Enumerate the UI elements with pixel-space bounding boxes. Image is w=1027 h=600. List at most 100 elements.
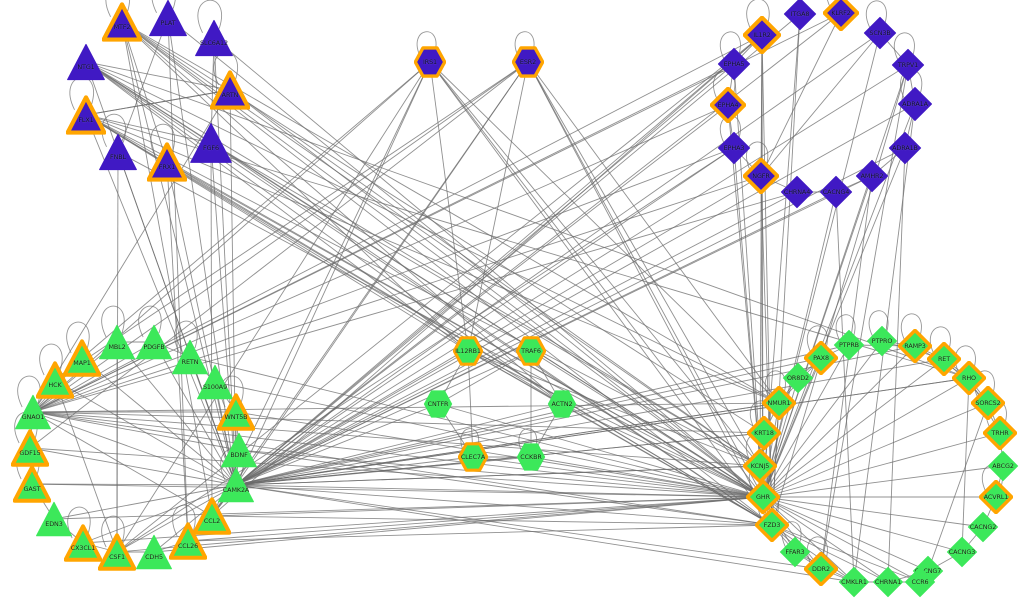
self-loop-edge xyxy=(868,310,889,338)
node-itga8[interactable]: ITGA8 xyxy=(783,0,817,31)
node-kcnj5[interactable]: KCNJ5 xyxy=(743,449,777,483)
self-loop-edge xyxy=(39,343,63,376)
node-cacng3[interactable]: CACNG3 xyxy=(946,536,978,568)
diamond-shape-icon xyxy=(823,0,859,31)
diamond-shape-icon xyxy=(780,175,814,209)
edge xyxy=(121,21,469,352)
self-loop-edge xyxy=(764,370,786,399)
edge xyxy=(121,21,563,405)
node-krt18[interactable]: KRT18 xyxy=(747,416,781,450)
node-fgf6[interactable]: FGF6 xyxy=(189,121,233,165)
node-mtf2[interactable]: MTF2 xyxy=(102,2,142,42)
diamond-shape-icon xyxy=(872,566,904,598)
node-sorcs2[interactable]: SORCS2 xyxy=(971,386,1005,420)
diamond-shape-icon xyxy=(779,536,811,568)
node-scn3b[interactable]: SCN3B xyxy=(863,16,897,50)
node-cx3cl1[interactable]: CX3CL1 xyxy=(64,524,102,562)
node-flx1[interactable]: FLX1 xyxy=(66,95,106,135)
node-cckbr[interactable]: CCKBR xyxy=(516,442,546,472)
edge xyxy=(32,411,213,517)
edge xyxy=(760,32,881,177)
edge xyxy=(235,12,842,486)
node-chrna1[interactable]: CHRNA1 xyxy=(872,566,904,598)
hexagon-shape-icon xyxy=(516,443,546,471)
edge xyxy=(32,191,798,413)
node-frx1[interactable]: FRX1 xyxy=(147,142,187,182)
node-amhr2[interactable]: AMHR2 xyxy=(855,159,889,193)
node-ntg1[interactable]: NTG1 xyxy=(66,42,106,82)
triangle-shape-icon xyxy=(15,394,51,430)
triangle-shape-icon xyxy=(190,123,232,163)
node-nmur1[interactable]: NMUR1 xyxy=(762,386,796,420)
node-gnao1[interactable]: GNAO1 xyxy=(14,393,52,431)
node-ddr2[interactable]: DDR2 xyxy=(804,552,838,586)
node-plat[interactable]: PLAT xyxy=(148,0,188,38)
edge xyxy=(235,350,469,486)
node-cntfr[interactable]: CNTFR xyxy=(423,389,453,419)
diamond-shape-icon xyxy=(710,87,746,123)
node-adra1b[interactable]: ADRA1B xyxy=(888,131,922,165)
node-irs1[interactable]: IRS1 xyxy=(414,46,446,78)
node-il12rb1[interactable]: IL12RB1 xyxy=(453,336,483,366)
node-artn[interactable]: ARTN xyxy=(210,70,250,110)
node-cacng4[interactable]: CACNG4 xyxy=(819,175,853,209)
diamond-shape-icon xyxy=(983,416,1017,450)
edge xyxy=(762,402,989,498)
triangle-shape-icon xyxy=(197,364,233,400)
diamond-shape-icon xyxy=(743,158,779,194)
self-loop-edge xyxy=(518,428,538,454)
node-esr2[interactable]: ESR2 xyxy=(512,46,544,78)
diamond-shape-icon xyxy=(897,86,933,122)
triangle-shape-icon xyxy=(221,432,257,468)
edge xyxy=(762,32,881,498)
node-slc6a12[interactable]: SLC6A12 xyxy=(194,18,234,58)
node-actn2[interactable]: ACTN2 xyxy=(547,389,577,419)
edge xyxy=(32,61,431,413)
node-ccl26[interactable]: CCL26 xyxy=(169,522,207,560)
edge xyxy=(82,484,237,544)
edge xyxy=(213,37,764,498)
node-ccr6[interactable]: CCR6 xyxy=(904,566,936,598)
node-epha5[interactable]: EPHA5 xyxy=(717,47,751,81)
self-loop-edge xyxy=(713,70,736,101)
diamond-shape-icon xyxy=(743,449,777,483)
self-loop-edge xyxy=(746,141,769,172)
edge xyxy=(235,377,970,486)
node-fnbl[interactable]: FNBL xyxy=(98,132,138,172)
node-csf1[interactable]: CSF1 xyxy=(98,533,136,571)
node-abcg2[interactable]: ABCG2 xyxy=(987,450,1019,482)
edge xyxy=(153,496,764,553)
diamond-shape-icon xyxy=(891,48,925,82)
node-ptpro[interactable]: PTPRO xyxy=(866,325,898,357)
triangle-shape-icon xyxy=(136,324,172,360)
node-gdf15[interactable]: GDF15 xyxy=(11,429,49,467)
node-ngfr[interactable]: NGFR xyxy=(743,158,779,194)
node-mbl2[interactable]: MBL2 xyxy=(98,323,136,361)
edge xyxy=(235,34,763,486)
edge xyxy=(32,411,240,451)
node-adra1a[interactable]: ADRA1A xyxy=(897,86,933,122)
node-trhr[interactable]: TRHR xyxy=(983,416,1017,450)
node-wnt5b[interactable]: WNT5B xyxy=(217,393,255,431)
diamond-shape-icon xyxy=(782,362,814,394)
diamond-shape-icon xyxy=(971,386,1005,420)
node-cdh5[interactable]: CDH5 xyxy=(135,533,173,571)
node-clec7a[interactable]: CLEC7A xyxy=(458,442,488,472)
node-pdgfb[interactable]: PDGFB xyxy=(135,323,173,361)
edge xyxy=(32,411,237,486)
node-epha4[interactable]: EPHA4 xyxy=(710,87,746,123)
node-cmklr1[interactable]: CMKLR1 xyxy=(838,566,870,598)
node-trpv1[interactable]: TRPV1 xyxy=(891,48,925,82)
node-klrf2[interactable]: KLRF2 xyxy=(823,0,859,31)
node-gast[interactable]: GAST xyxy=(13,465,51,503)
node-acvrl1[interactable]: ACVRL1 xyxy=(979,480,1013,514)
edge xyxy=(927,402,989,572)
diamond-shape-icon xyxy=(927,342,961,376)
hexagon-shape-icon xyxy=(453,336,483,366)
node-traf6[interactable]: TRAF6 xyxy=(516,336,546,366)
edge xyxy=(166,161,237,486)
node-bdnf[interactable]: BDNF xyxy=(220,431,258,469)
node-chrna4[interactable]: CHRNA4 xyxy=(780,175,814,209)
edge xyxy=(467,350,761,467)
